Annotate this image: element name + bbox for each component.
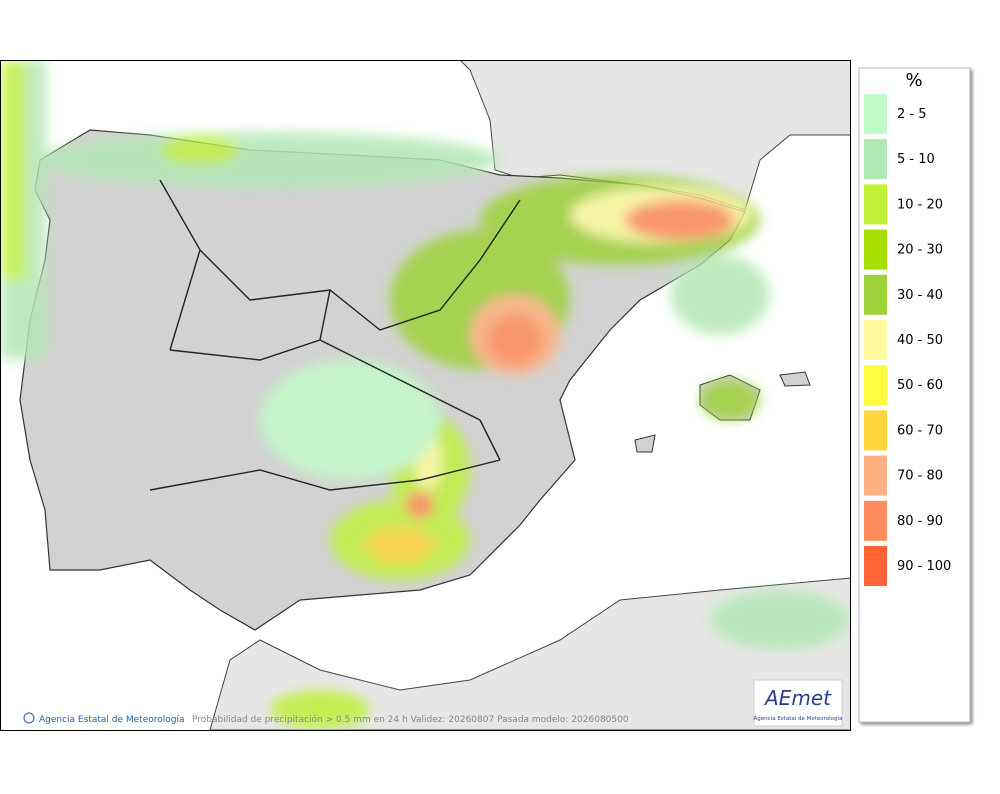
legend-label: 30 - 40 — [897, 288, 943, 303]
legend-swatch — [864, 365, 887, 406]
logo-subtitle: Agencia Estatal de Meteorología — [754, 715, 843, 722]
legend-swatch — [864, 274, 887, 315]
legend-label: 5 - 10 — [897, 152, 935, 167]
caption: Probabilidad de precipitación > 0.5 mm e… — [192, 714, 629, 725]
legend-swatch — [864, 184, 887, 225]
ibiza — [634, 434, 656, 453]
legend-label: 20 - 30 — [897, 243, 943, 258]
copyright-icon — [23, 712, 35, 724]
legend-label: 80 - 90 — [897, 514, 943, 529]
precipitation-areas — [1, 60, 850, 730]
legend-label: 50 - 60 — [897, 378, 943, 393]
legend-label: 70 - 80 — [897, 469, 943, 484]
legend-label: 90 - 100 — [897, 559, 951, 574]
legend-swatch — [864, 410, 887, 451]
legend-swatch — [864, 320, 887, 360]
legend-label: 2 - 5 — [897, 107, 927, 122]
legend: 2 - 5 5 - 10 10 - 20 20 - 30 30 - 40 40 - 50 5… — [864, 94, 951, 586]
map — [1, 60, 851, 730]
map-frame — [0, 60, 851, 731]
legend-swatch — [864, 94, 887, 134]
legend-swatch — [864, 500, 887, 541]
logo-box — [753, 679, 843, 727]
legend-label: 60 - 70 — [897, 423, 943, 438]
credit: Agencia Estatal de Meteorología — [39, 715, 185, 725]
legend-swatch — [864, 455, 887, 496]
logo: AEmet — [763, 686, 832, 710]
menorca — [779, 371, 811, 387]
legend-title: % — [905, 70, 922, 91]
legend-swatch — [864, 229, 887, 270]
africa — [209, 577, 851, 730]
legend-swatch — [864, 546, 887, 586]
region-borders — [149, 179, 521, 491]
legend-label: 40 - 50 — [897, 333, 943, 348]
legend-label: 10 - 20 — [897, 197, 943, 212]
legend-swatch — [864, 139, 887, 180]
